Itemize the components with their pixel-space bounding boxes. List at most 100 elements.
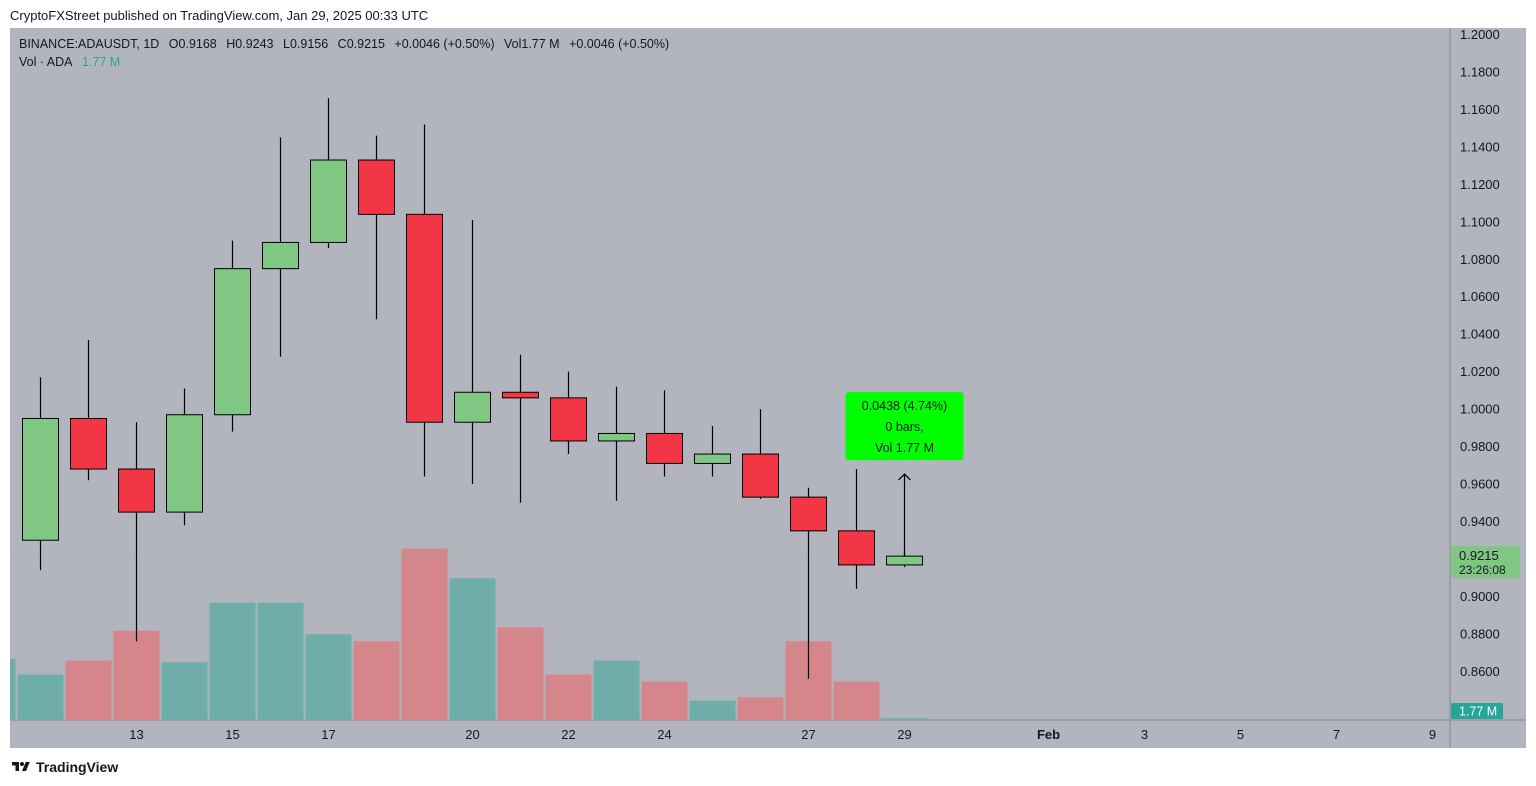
volume-bar [641, 681, 688, 720]
time-tick-label: 20 [465, 727, 479, 742]
time-tick-label: 9 [1429, 727, 1436, 742]
legend-change: +0.0046 (+0.50%) [394, 37, 495, 51]
candle-body [742, 453, 779, 498]
candle-body [886, 555, 923, 566]
price-tick-label: 0.9000 [1460, 589, 1500, 604]
brand-name: TradingView [36, 759, 119, 775]
volume-bar [545, 674, 592, 720]
candle-body [790, 496, 827, 532]
candle-body [166, 414, 203, 513]
publisher-line: CryptoFXStreet published on TradingView.… [10, 8, 429, 23]
price-tick-label: 1.0600 [1460, 289, 1500, 304]
volume-bar [113, 630, 160, 720]
candle-body [22, 417, 59, 541]
volume-bar [401, 548, 448, 720]
candle [214, 240, 251, 432]
price-axis-background [1450, 28, 1526, 720]
legend-vol-change: +0.0046 (+0.50%) [569, 37, 670, 51]
price-tick-label: 1.1800 [1460, 65, 1500, 80]
volume-bar [737, 697, 784, 720]
candle [118, 422, 155, 642]
measure-text: 0 bars, [885, 420, 923, 434]
volume-bar [17, 674, 64, 720]
candle [550, 371, 587, 455]
legend-open: O0.9168 [168, 37, 217, 51]
price-tick-label: 1.1000 [1460, 214, 1500, 229]
volume-bar [305, 634, 352, 720]
candle [838, 469, 875, 589]
candle-body [214, 268, 251, 416]
candle-body [406, 213, 443, 423]
volume-indicator-name[interactable]: Vol · ADA [19, 55, 73, 69]
legend-close: C0.9215 [337, 37, 385, 51]
candle [166, 388, 203, 526]
volume-bar [497, 627, 544, 720]
candle [694, 425, 731, 477]
price-tick-label: 1.1200 [1460, 177, 1500, 192]
volume-bar [689, 700, 736, 720]
candle [310, 98, 347, 249]
candle-body [70, 417, 107, 470]
volume-bar [449, 578, 496, 720]
time-tick-label: 24 [657, 727, 671, 742]
candle-body [262, 241, 299, 270]
measure-tool[interactable]: 0.0438 (4.74%) 0 bars, Vol 1.77 M [845, 392, 964, 557]
price-tick-label: 1.0400 [1460, 327, 1500, 342]
legend-high: H0.9243 [226, 37, 274, 51]
time-tick-label: 22 [561, 727, 575, 742]
volume-tag-value: 1.77 M [1459, 705, 1497, 719]
time-tick-label: 29 [897, 727, 911, 742]
time-axis-background [10, 720, 1526, 748]
time-tick-label: 13 [129, 727, 143, 742]
measure-text: Vol 1.77 M [875, 441, 934, 455]
volume-bar [161, 662, 208, 720]
candle [22, 377, 59, 571]
candle-body [838, 530, 875, 566]
volume-bar [881, 718, 928, 720]
candle [790, 487, 827, 679]
tradingview-brand[interactable]: TradingView [10, 759, 118, 775]
volume-indicator-value: 1.77 M [81, 55, 121, 69]
time-tick-label: 15 [225, 727, 239, 742]
candle-body [502, 391, 539, 399]
ohlc-legend: BINANCE:ADAUSDT, 1D O0.9168 H0.9243 L0.9… [19, 37, 675, 51]
candle [262, 137, 299, 357]
price-axis-ticks: 1.2000 1.1800 1.1600 1.1400 1.1200 1.1000 1.08… [1460, 27, 1500, 716]
price-tick-label: 1.0800 [1460, 252, 1500, 267]
candle-body [646, 432, 683, 464]
time-tick-label: 27 [801, 727, 815, 742]
time-tick-label: Feb [1037, 727, 1060, 742]
time-tick-label: 5 [1237, 727, 1244, 742]
candle-body [694, 453, 731, 464]
price-tick-label: 1.0000 [1460, 402, 1500, 417]
current-price-tag [1451, 546, 1520, 579]
measure-box [845, 392, 964, 461]
candle [454, 219, 491, 485]
price-tick-label: 1.1400 [1460, 139, 1500, 154]
candle-body [550, 397, 587, 442]
current-price-value: 0.9215 [1459, 548, 1499, 563]
price-tick-label: 0.9600 [1460, 477, 1500, 492]
volume-bar [209, 602, 256, 720]
volume-legend: Vol · ADA 1.77 M [19, 55, 126, 69]
price-tick-label: 0.8600 [1460, 664, 1500, 679]
volume-tag [1451, 703, 1503, 719]
volume-bar [353, 641, 400, 720]
candle-body [118, 468, 155, 513]
price-tick-label: 1.1600 [1460, 102, 1500, 117]
legend-vol: Vol1.77 M [503, 37, 560, 51]
price-tick-label: 1.0200 [1460, 364, 1500, 379]
time-axis-ticks: 13 15 17 20 22 24 27 29 Feb 3 5 7 9 [129, 727, 1436, 742]
price-tick-label: 0.9800 [1460, 439, 1500, 454]
candle-body [598, 432, 635, 442]
current-price-countdown: 23:26:08 [1459, 563, 1506, 577]
candle-body [454, 391, 491, 423]
volume-bar [257, 602, 304, 720]
time-tick-label: 3 [1141, 727, 1148, 742]
legend-symbol[interactable]: BINANCE:ADAUSDT, 1D [19, 37, 160, 51]
candle [502, 354, 539, 503]
candle [70, 339, 107, 481]
volume-bar [593, 660, 640, 720]
